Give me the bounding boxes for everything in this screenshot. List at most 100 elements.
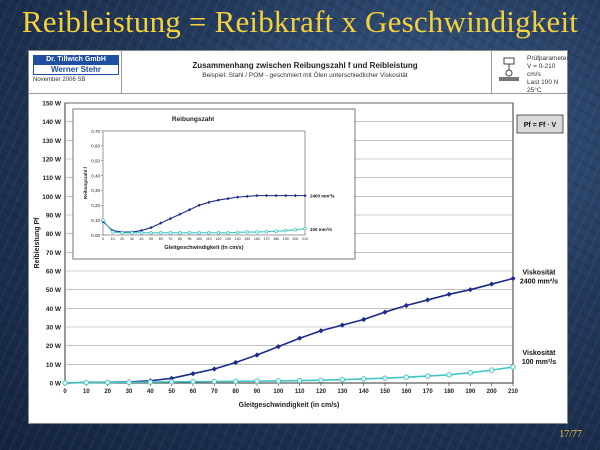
y-tick-label: 60 W [46, 269, 62, 276]
data-point [361, 316, 367, 323]
inset-x-tick-label: 60 [159, 237, 163, 241]
header-divider [491, 51, 492, 93]
inset-x-tick-label: 140 [235, 237, 241, 241]
inset-data-point [226, 197, 230, 201]
inset-data-point [187, 231, 192, 235]
x-tick-label: 70 [211, 389, 218, 395]
y-tick-label: 80 W [46, 231, 62, 238]
data-point [318, 377, 324, 383]
logo-line2: Werner Stehr [33, 64, 119, 75]
inset-series-line-0 [102, 195, 305, 233]
y-tick-label: 130 W [42, 138, 62, 145]
data-point [318, 328, 324, 334]
inset-data-point [197, 203, 201, 207]
inset-y-tick-label: 0,10 [91, 218, 100, 223]
inset-data-point [245, 194, 249, 198]
y-tick-label: 50 W [46, 287, 62, 294]
series-label: 100 mm²/s [522, 359, 556, 366]
x-tick-label: 80 [232, 389, 239, 395]
data-point [254, 352, 260, 358]
inset-x-tick-label: 180 [273, 237, 279, 241]
y-axis-label: Reibleistung Pf [34, 217, 41, 269]
inset-data-point [110, 230, 115, 234]
params-title: Prüfparameter: [527, 55, 571, 62]
data-point [104, 379, 111, 386]
inset-x-tick-label: 30 [130, 237, 134, 241]
data-point [254, 378, 260, 384]
inset-data-point [226, 231, 230, 235]
x-tick-label: 50 [168, 389, 175, 395]
inset-x-tick-label: 170 [264, 237, 270, 241]
inset-x-tick-label: 20 [120, 237, 124, 241]
inset-x-tick-label: 10 [111, 237, 115, 241]
inset-y-tick-label: 0,50 [91, 159, 100, 164]
x-tick-label: 60 [190, 389, 197, 395]
data-point [126, 379, 132, 385]
series-label: Viskosität [523, 350, 557, 357]
x-tick-label: 90 [254, 389, 261, 395]
chart-card: Dr. Tillwich GmbH Werner Stehr November … [28, 50, 570, 424]
series-label: Viskosität [523, 269, 557, 276]
data-point [62, 380, 68, 386]
x-tick-label: 210 [508, 389, 519, 395]
inset-data-point [158, 231, 163, 235]
inset-data-point [168, 217, 172, 221]
inset-x-tick-label: 50 [149, 237, 153, 241]
x-tick-label: 20 [104, 389, 111, 395]
inset-data-point [245, 230, 250, 234]
y-tick-label: 100 W [42, 194, 62, 201]
inset-x-tick-label: 120 [215, 237, 221, 241]
data-point [488, 367, 495, 373]
inset-x-axis-label: Gleitgeschwindigkeit (in cm/s) [164, 245, 243, 251]
company-logo: Dr. Tillwich GmbH Werner Stehr November … [33, 55, 119, 83]
inset-x-tick-label: 70 [168, 237, 172, 241]
header-divider [121, 51, 122, 93]
inset-data-point [178, 231, 182, 235]
x-axis-label: Gleitgeschwindigkeit (in cm/s) [239, 402, 340, 409]
data-point [83, 379, 90, 386]
inset-data-point [264, 229, 269, 234]
inset-title: Reibungszahl [172, 116, 214, 123]
inset-x-tick-label: 40 [139, 237, 143, 241]
inset-data-point [149, 225, 153, 230]
x-tick-label: 40 [147, 389, 154, 395]
inset-y-tick-label: 0,40 [91, 173, 100, 178]
inset-data-point [130, 231, 134, 235]
y-tick-label: 140 W [42, 119, 62, 126]
inset-data-point [207, 231, 211, 235]
x-tick-label: 30 [126, 389, 133, 395]
data-point [467, 370, 474, 376]
x-tick-label: 160 [401, 389, 412, 395]
y-tick-label: 0 W [49, 381, 61, 388]
data-point [424, 373, 431, 379]
data-point [510, 275, 516, 282]
inset-data-point [284, 228, 288, 233]
inset-x-tick-label: 90 [188, 237, 192, 241]
inset-data-point [274, 194, 278, 198]
inset-x-tick-label: 110 [206, 237, 212, 241]
inset-x-tick-label: 200 [292, 237, 298, 241]
test-parameters: Prüfparameter: V = 0-210 cm/s Last 100 N… [527, 55, 570, 95]
series-label: 2400 mm²/s [520, 278, 558, 285]
inset-data-point [264, 194, 269, 198]
y-tick-label: 120 W [42, 157, 62, 164]
inset-data-point [159, 221, 163, 225]
y-tick-label: 150 W [42, 101, 62, 108]
y-tick-label: 30 W [46, 325, 62, 332]
inset-data-point [120, 231, 124, 235]
param-temp: 25°C [527, 87, 542, 94]
formula-box [516, 114, 564, 134]
x-tick-label: 0 [63, 389, 67, 395]
inset-y-tick-label: 0,00 [91, 233, 100, 238]
y-tick-label: 110 W [43, 175, 62, 182]
inset-data-point [303, 194, 307, 198]
inset-data-point [101, 218, 105, 222]
param-load: Last 100 N [527, 79, 559, 86]
series-line-1 [64, 366, 514, 384]
header-subtitle: Beispiel: Stahl / POM - geschmiert mit Ö… [202, 72, 408, 79]
data-point [275, 378, 282, 384]
inset-y-tick-label: 0,30 [91, 188, 100, 193]
inset-series-label: 2400 mm²/s [310, 194, 335, 199]
inset-data-point [168, 231, 173, 235]
slide-title: Reibleistung = Reibkraft x Geschwindigke… [21, 4, 579, 39]
